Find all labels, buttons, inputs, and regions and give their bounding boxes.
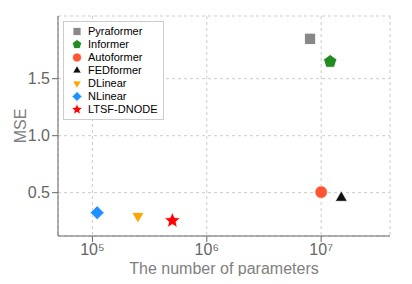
html-text:LTSF-DNODE: LTSF-DNODE [88,103,158,115]
svg-text:1.0: 1.0 [28,127,50,144]
html-text:FEDformer: FEDformer [88,64,142,76]
svg-text:0.5: 0.5 [28,184,50,201]
html-text:Informer: Informer [88,38,129,50]
html-text:Pyraformer: Pyraformer [88,25,143,37]
svg-text:10⁶: 10⁶ [195,241,219,258]
svg-text:The number of parameters: The number of parameters [129,260,318,276]
html-text:NLinear: NLinear [88,90,127,102]
html-text:Autoformer: Autoformer [88,51,143,63]
svg-text:10⁷: 10⁷ [309,241,333,258]
svg-text:10⁵: 10⁵ [80,241,104,258]
html-text:DLinear: DLinear [88,77,127,89]
svg-text:1.5: 1.5 [28,70,50,87]
svg-text:MSE: MSE [12,109,29,144]
